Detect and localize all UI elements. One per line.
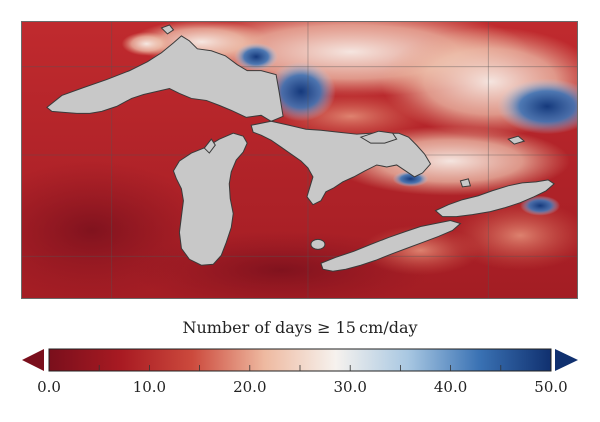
lake-nipigon [160,24,175,35]
colorbar-tick-label: 10.0 [132,378,167,396]
colorbar-tick-label: 50.0 [534,378,568,396]
colorbar-max-extend-arrow [555,349,578,371]
moderate-snow-region [450,200,577,271]
colorbar-tick-label: 30.0 [333,378,367,396]
lake-superior [46,35,284,122]
colorbar-tick-label: 0.0 [37,378,61,396]
lake-nipissing [507,135,526,145]
colorbar-tick-label: 40.0 [433,378,468,396]
high-snow-region [266,61,336,122]
snowfall-map [21,21,578,299]
map-svg [22,22,577,298]
moderate-snow-region [121,31,172,56]
lake-simcoe [459,178,472,188]
lake-erie [320,220,462,272]
lake-st-clair [310,238,326,250]
high-snow-region [497,78,577,135]
lake-ontario [434,179,555,218]
high-snow-region [234,42,279,71]
lake-michigan [172,132,248,266]
georgian-bay [359,130,398,144]
colorbar-tick-label: 20.0 [233,378,267,396]
colorbar [22,347,582,373]
colorbar-ticks [98,365,502,371]
colorbar-title: Number of days ≥ 15 cm/day [182,318,418,337]
green-bay [203,138,216,154]
colorbar-min-extend-arrow [22,349,44,371]
colorbar-svg [22,348,578,372]
high-snow-region [520,195,561,216]
